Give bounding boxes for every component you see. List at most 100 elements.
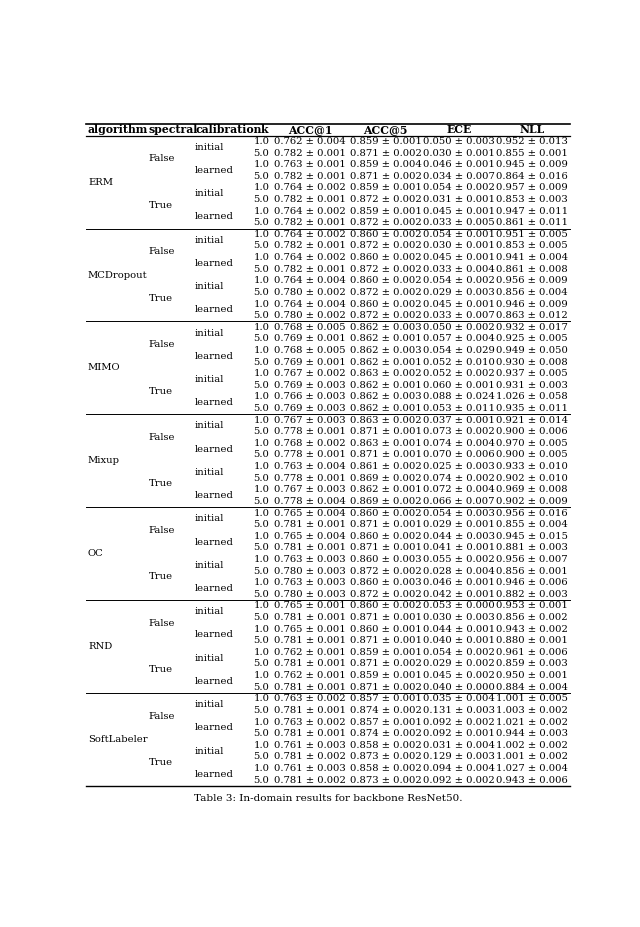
Text: True: True [148,572,173,581]
Text: 0.952 ± 0.013: 0.952 ± 0.013 [496,137,568,146]
Text: 0.859 ± 0.003: 0.859 ± 0.003 [496,659,568,668]
Text: 0.937 ± 0.005: 0.937 ± 0.005 [496,369,568,378]
Text: 0.862 ± 0.003: 0.862 ± 0.003 [350,392,422,401]
Text: initial: initial [195,235,225,245]
Text: learned: learned [195,677,234,686]
Text: 0.872 ± 0.002: 0.872 ± 0.002 [350,590,422,599]
Text: learned: learned [195,445,234,453]
Text: 0.871 ± 0.001: 0.871 ± 0.001 [350,427,422,437]
Text: 0.781 ± 0.001: 0.781 ± 0.001 [274,705,346,715]
Text: 0.045 ± 0.001: 0.045 ± 0.001 [423,299,495,309]
Text: 0.863 ± 0.002: 0.863 ± 0.002 [350,369,422,378]
Text: 1.0: 1.0 [253,160,269,170]
Text: 1.0: 1.0 [253,137,269,146]
Text: 0.768 ± 0.002: 0.768 ± 0.002 [274,438,346,448]
Text: 0.859 ± 0.001: 0.859 ± 0.001 [350,207,422,216]
Text: 0.872 ± 0.002: 0.872 ± 0.002 [350,288,422,297]
Text: 0.054 ± 0.002: 0.054 ± 0.002 [423,184,495,193]
Text: 0.858 ± 0.002: 0.858 ± 0.002 [350,741,422,750]
Text: 0.030 ± 0.001: 0.030 ± 0.001 [423,148,495,158]
Text: 0.030 ± 0.003: 0.030 ± 0.003 [423,613,495,622]
Text: True: True [148,201,173,210]
Text: 0.060 ± 0.001: 0.060 ± 0.001 [423,381,495,390]
Text: 0.767 ± 0.003: 0.767 ± 0.003 [274,415,346,425]
Text: ERM: ERM [88,178,113,186]
Text: learned: learned [195,212,234,222]
Text: 0.874 ± 0.002: 0.874 ± 0.002 [350,730,422,738]
Text: 0.035 ± 0.004: 0.035 ± 0.004 [423,694,495,704]
Text: False: False [148,712,175,720]
Text: 0.946 ± 0.009: 0.946 ± 0.009 [496,299,568,309]
Text: learned: learned [195,630,234,640]
Text: 0.863 ± 0.001: 0.863 ± 0.001 [350,438,422,448]
Text: 0.871 ± 0.001: 0.871 ± 0.001 [350,613,422,622]
Text: False: False [148,619,175,628]
Text: 0.945 ± 0.009: 0.945 ± 0.009 [496,160,568,170]
Text: 0.029 ± 0.003: 0.029 ± 0.003 [423,288,495,297]
Text: False: False [148,340,175,349]
Text: initial: initial [195,700,225,709]
Text: 0.050 ± 0.003: 0.050 ± 0.003 [423,137,495,146]
Text: True: True [148,387,173,396]
Text: 0.871 ± 0.001: 0.871 ± 0.001 [350,451,422,460]
Text: 1.0: 1.0 [253,415,269,425]
Text: 1.021 ± 0.002: 1.021 ± 0.002 [496,717,568,727]
Text: 0.872 ± 0.002: 0.872 ± 0.002 [350,242,422,250]
Text: initial: initial [195,143,225,152]
Text: 0.862 ± 0.003: 0.862 ± 0.003 [350,323,422,332]
Text: Mixup: Mixup [88,456,120,465]
Text: 0.766 ± 0.003: 0.766 ± 0.003 [275,392,346,401]
Text: 0.857 ± 0.001: 0.857 ± 0.001 [350,717,422,727]
Text: 0.857 ± 0.001: 0.857 ± 0.001 [350,694,422,704]
Text: learned: learned [195,305,234,314]
Text: 0.950 ± 0.001: 0.950 ± 0.001 [496,671,568,680]
Text: 0.033 ± 0.004: 0.033 ± 0.004 [423,265,495,273]
Text: RND: RND [88,642,112,651]
Text: 1.0: 1.0 [253,369,269,378]
Text: 5.0: 5.0 [253,451,269,460]
Text: 0.094 ± 0.004: 0.094 ± 0.004 [423,764,495,773]
Text: 0.900 ± 0.005: 0.900 ± 0.005 [496,451,568,460]
Text: 0.763 ± 0.003: 0.763 ± 0.003 [274,578,346,587]
Text: 0.762 ± 0.004: 0.762 ± 0.004 [274,137,346,146]
Text: 1.0: 1.0 [253,694,269,704]
Text: 0.054 ± 0.002: 0.054 ± 0.002 [423,276,495,286]
Text: 0.951 ± 0.005: 0.951 ± 0.005 [496,230,568,239]
Text: 5.0: 5.0 [253,427,269,437]
Text: 0.046 ± 0.001: 0.046 ± 0.001 [423,160,495,170]
Text: 1.0: 1.0 [253,346,269,355]
Text: 0.859 ± 0.004: 0.859 ± 0.004 [350,160,422,170]
Text: 0.763 ± 0.003: 0.763 ± 0.003 [274,555,346,564]
Text: 5.0: 5.0 [253,520,269,529]
Text: initial: initial [195,468,225,476]
Text: 0.029 ± 0.002: 0.029 ± 0.002 [423,659,495,668]
Text: learned: learned [195,399,234,407]
Text: 0.764 ± 0.002: 0.764 ± 0.002 [274,230,346,239]
Text: 0.956 ± 0.009: 0.956 ± 0.009 [497,276,568,286]
Text: 0.052 ± 0.010: 0.052 ± 0.010 [423,358,495,366]
Text: 0.765 ± 0.004: 0.765 ± 0.004 [274,532,346,540]
Text: 5.0: 5.0 [253,543,269,552]
Text: 0.780 ± 0.002: 0.780 ± 0.002 [274,288,346,297]
Text: 0.780 ± 0.003: 0.780 ± 0.003 [274,566,346,576]
Text: 0.778 ± 0.004: 0.778 ± 0.004 [274,497,346,506]
Text: 0.860 ± 0.002: 0.860 ± 0.002 [350,230,422,239]
Text: learned: learned [195,259,234,268]
Text: 0.768 ± 0.005: 0.768 ± 0.005 [274,323,346,332]
Text: 0.763 ± 0.002: 0.763 ± 0.002 [274,694,346,704]
Text: 5.0: 5.0 [253,590,269,599]
Text: spectral: spectral [148,124,198,135]
Text: ECE: ECE [446,124,472,135]
Text: True: True [148,294,173,303]
Text: Table 3: In-domain results for backbone ResNet50.: Table 3: In-domain results for backbone … [194,794,462,803]
Text: 0.070 ± 0.006: 0.070 ± 0.006 [423,451,495,460]
Text: 0.767 ± 0.002: 0.767 ± 0.002 [274,369,346,378]
Text: 0.864 ± 0.016: 0.864 ± 0.016 [496,171,568,181]
Text: 0.764 ± 0.002: 0.764 ± 0.002 [274,253,346,262]
Text: 1.0: 1.0 [253,323,269,332]
Text: 0.028 ± 0.004: 0.028 ± 0.004 [423,566,495,576]
Text: 0.053 ± 0.011: 0.053 ± 0.011 [423,404,495,413]
Text: 5.0: 5.0 [253,148,269,158]
Text: 0.769 ± 0.001: 0.769 ± 0.001 [274,335,346,343]
Text: learned: learned [195,723,234,732]
